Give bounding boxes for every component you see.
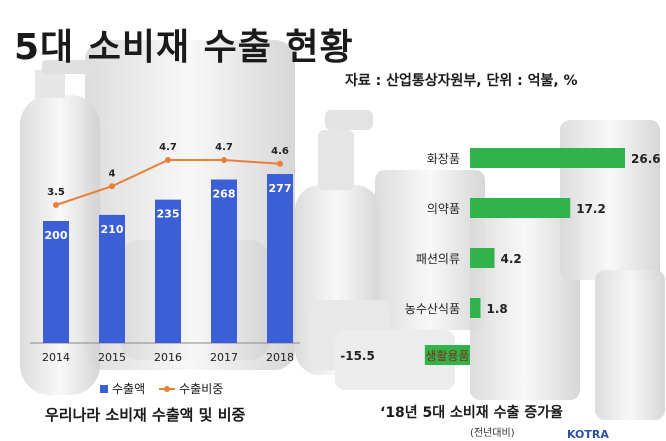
line-value-label: 4 bbox=[109, 168, 116, 179]
category-label: 의약품 bbox=[427, 201, 460, 216]
bar-value-label: 200 bbox=[45, 229, 68, 242]
bar-growth-의약품 bbox=[470, 198, 571, 218]
x-tick-label: 2014 bbox=[42, 351, 70, 364]
page-title: 5대 소비재 수출 현황 bbox=[14, 27, 354, 68]
source-note: 자료 : 산업통상자원부, 단위 : 억불, % bbox=[345, 73, 578, 89]
bar-value-label: 277 bbox=[269, 182, 292, 195]
x-tick-label: 2016 bbox=[154, 351, 182, 364]
x-tick-label: 2017 bbox=[210, 351, 238, 364]
line-value-label: 4.6 bbox=[271, 146, 289, 157]
line-point-2015 bbox=[109, 183, 115, 190]
legend-item-bar: 수출액 bbox=[100, 380, 145, 397]
growth-value-label: -15.5 bbox=[340, 349, 375, 363]
bar-export-2014 bbox=[43, 221, 69, 343]
bar-growth-화장품 bbox=[470, 148, 625, 168]
growth-value-label: 4.2 bbox=[500, 252, 521, 266]
bar-value-label: 268 bbox=[213, 188, 236, 201]
legend-line-label: 수출비중 bbox=[179, 382, 224, 396]
tube-shape-4 bbox=[595, 270, 665, 420]
category-label: 패션의류 bbox=[416, 252, 460, 266]
category-label: 생활용품 bbox=[425, 349, 469, 363]
right-chart-caption-sub: (전년대비) bbox=[470, 428, 515, 439]
category-label: 화장품 bbox=[427, 152, 460, 166]
x-tick-label: 2018 bbox=[266, 351, 294, 364]
growth-value-label: 1.8 bbox=[486, 302, 507, 316]
bar-growth-생활용품 bbox=[424, 345, 470, 365]
bar-growth-패션의류 bbox=[470, 248, 495, 268]
growth-value-label: 17.2 bbox=[576, 202, 606, 216]
legend-item-line: 수출비중 bbox=[159, 380, 223, 397]
right-chart-caption: ‘18년 5대 소비재 수출 증가율 bbox=[380, 405, 563, 421]
line-point-2014 bbox=[53, 202, 59, 208]
legend-line-swatch bbox=[159, 385, 176, 392]
line-point-2018 bbox=[277, 160, 283, 167]
line-point-2016 bbox=[165, 157, 171, 163]
category-label: 농수산식품 bbox=[405, 302, 460, 316]
bar-value-label: 210 bbox=[101, 223, 124, 236]
legend-bar-label: 수출액 bbox=[112, 382, 146, 396]
left-chart-caption: 우리나라 소비재 수출액 및 비중 bbox=[45, 406, 246, 424]
logo: KOTRA bbox=[567, 428, 609, 441]
growth-value-label: 26.6 bbox=[631, 152, 661, 166]
x-tick-label: 2015 bbox=[98, 351, 126, 364]
line-value-label: 4.7 bbox=[159, 142, 177, 153]
bar-value-label: 235 bbox=[157, 208, 180, 221]
tube-shape-1 bbox=[375, 170, 485, 330]
bar-export-2016 bbox=[155, 199, 181, 343]
legend-bar-swatch bbox=[100, 384, 108, 393]
bar-growth-농수산식품 bbox=[470, 298, 481, 318]
bar-export-2015 bbox=[99, 214, 125, 343]
line-value-label: 4.7 bbox=[215, 142, 233, 153]
bar-export-2018 bbox=[267, 174, 293, 343]
line-point-2017 bbox=[221, 157, 227, 163]
tube-shape-2 bbox=[470, 200, 580, 400]
left-chart-legend: 수출액 수출비중 bbox=[100, 380, 223, 397]
bar-export-2017 bbox=[211, 179, 237, 343]
line-value-label: 3.5 bbox=[47, 187, 65, 198]
